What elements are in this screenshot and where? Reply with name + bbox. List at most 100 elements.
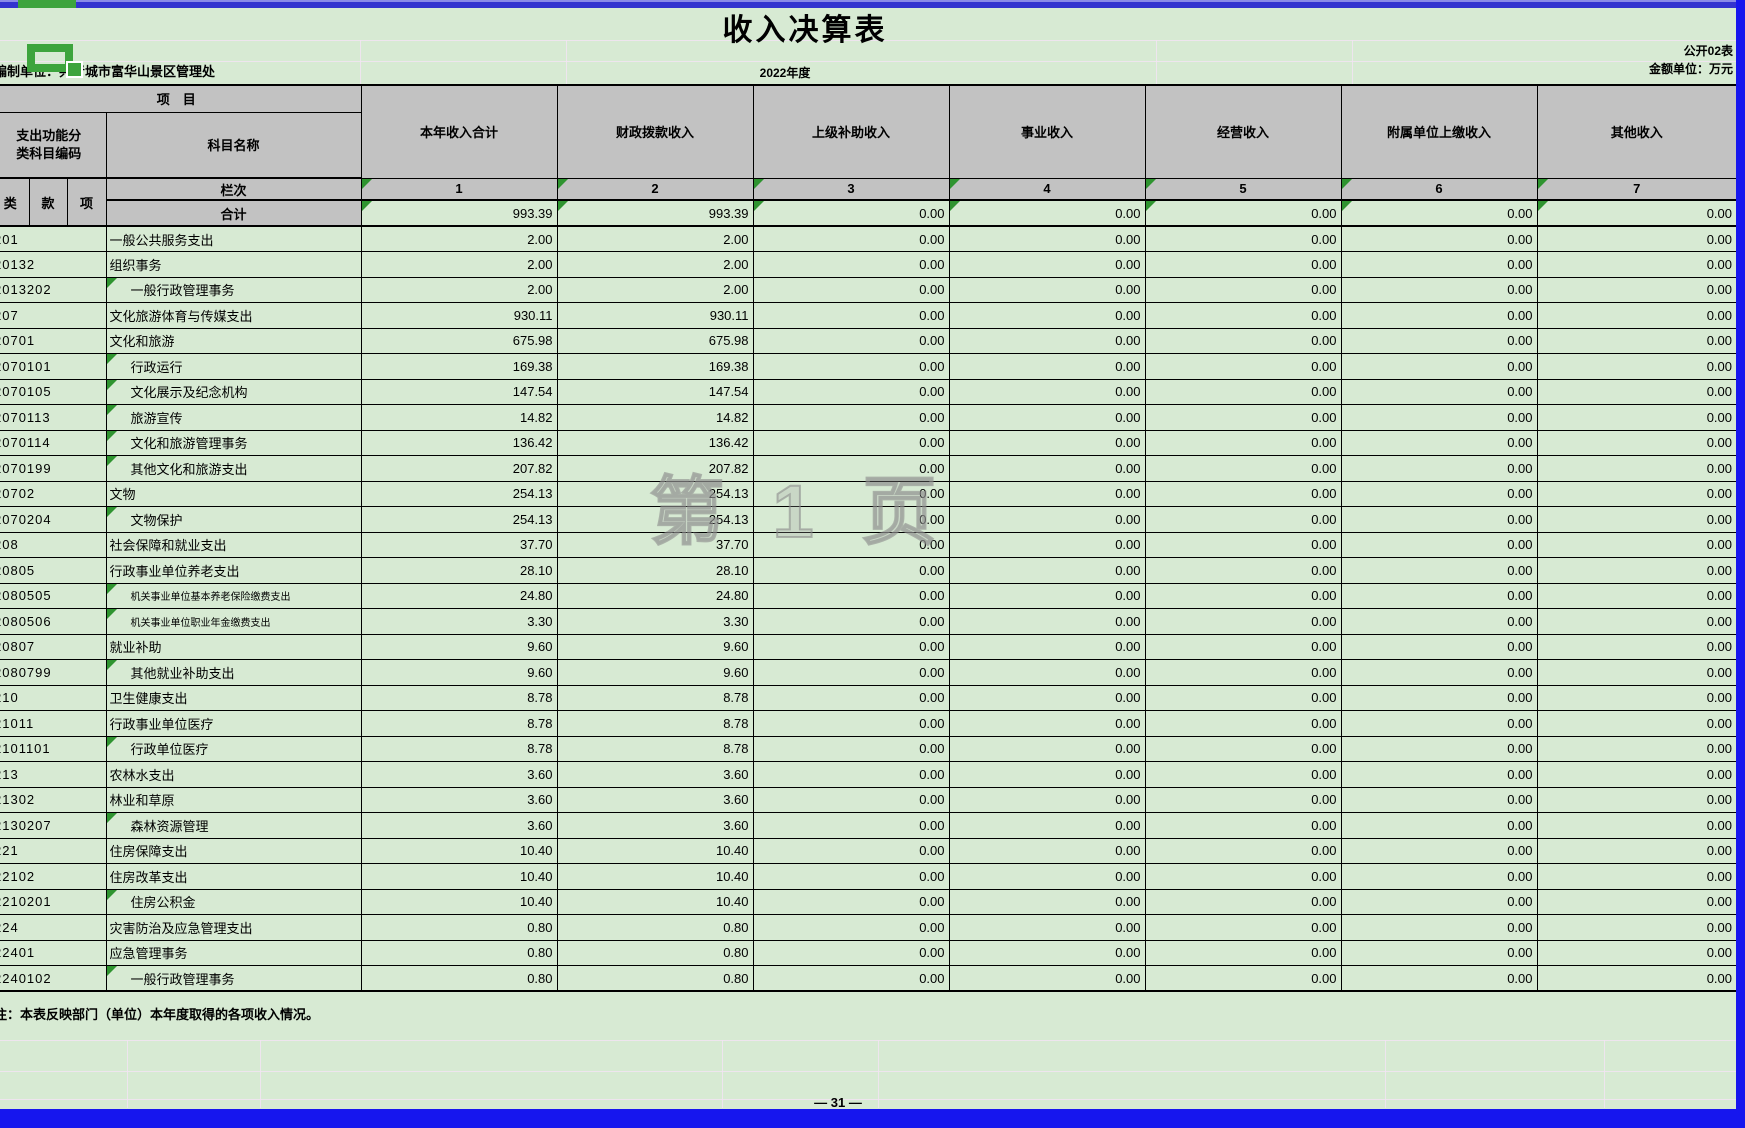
value-cell[interactable]: 675.98 bbox=[360, 327, 558, 354]
value-cell[interactable]: 0.00 bbox=[1536, 480, 1738, 507]
value-cell[interactable]: 0.00 bbox=[752, 302, 950, 329]
value-cell[interactable]: 0.00 bbox=[1340, 378, 1538, 405]
value-cell[interactable]: 0.00 bbox=[1340, 225, 1538, 252]
column-number-cell[interactable]: 3 bbox=[752, 177, 950, 201]
value-cell[interactable]: 24.80 bbox=[556, 582, 754, 609]
value-cell[interactable]: 0.00 bbox=[752, 684, 950, 711]
value-cell[interactable]: 0.00 bbox=[1536, 888, 1738, 915]
name-cell[interactable]: 机关事业单位职业年金缴费支出 bbox=[105, 608, 362, 635]
value-cell[interactable]: 2.00 bbox=[556, 276, 754, 303]
header-code-label[interactable]: 支出功能分类科目编码 bbox=[0, 111, 107, 179]
value-cell[interactable]: 0.00 bbox=[752, 429, 950, 456]
code-cell[interactable]: 2070199 bbox=[0, 455, 107, 482]
value-cell[interactable]: 14.82 bbox=[556, 404, 754, 431]
value-cell[interactable]: 0.00 bbox=[752, 710, 950, 737]
code-cell[interactable]: 2080506 bbox=[0, 608, 107, 635]
value-cell[interactable]: 0.00 bbox=[1144, 582, 1342, 609]
name-cell[interactable]: 旅游宣传 bbox=[105, 404, 362, 431]
value-cell[interactable]: 0.00 bbox=[1144, 276, 1342, 303]
code-cell[interactable]: 2070204 bbox=[0, 506, 107, 533]
total-value-cell[interactable]: 0.00 bbox=[1536, 199, 1738, 227]
value-cell[interactable]: 0.00 bbox=[1144, 327, 1342, 354]
value-cell[interactable]: 0.00 bbox=[1144, 633, 1342, 660]
value-cell[interactable]: 0.00 bbox=[1340, 710, 1538, 737]
column-number-cell[interactable]: 7 bbox=[1536, 177, 1738, 201]
value-cell[interactable]: 0.00 bbox=[1536, 327, 1738, 354]
value-cell[interactable]: 2.00 bbox=[360, 276, 558, 303]
value-cell[interactable]: 0.00 bbox=[1536, 812, 1738, 839]
value-cell[interactable]: 0.00 bbox=[1536, 914, 1738, 941]
code-cell[interactable]: 20702 bbox=[0, 480, 107, 507]
value-cell[interactable]: 0.00 bbox=[1340, 684, 1538, 711]
value-cell[interactable]: 169.38 bbox=[360, 353, 558, 380]
total-label-cell[interactable]: 合计 bbox=[105, 199, 362, 227]
value-cell[interactable]: 0.00 bbox=[752, 557, 950, 584]
code-cell[interactable]: 20132 bbox=[0, 251, 107, 278]
value-cell[interactable]: 37.70 bbox=[556, 531, 754, 558]
value-cell[interactable]: 0.00 bbox=[1340, 863, 1538, 890]
value-cell[interactable]: 28.10 bbox=[556, 557, 754, 584]
value-cell[interactable]: 0.00 bbox=[948, 251, 1146, 278]
value-cell[interactable]: 0.00 bbox=[752, 480, 950, 507]
value-cell[interactable]: 0.00 bbox=[948, 710, 1146, 737]
value-cell[interactable]: 0.00 bbox=[948, 684, 1146, 711]
value-cell[interactable]: 3.60 bbox=[360, 786, 558, 813]
name-cell[interactable]: 行政事业单位医疗 bbox=[105, 710, 362, 737]
value-cell[interactable]: 8.78 bbox=[360, 684, 558, 711]
value-cell[interactable]: 0.00 bbox=[1340, 251, 1538, 278]
value-cell[interactable]: 0.00 bbox=[948, 863, 1146, 890]
value-cell[interactable]: 0.00 bbox=[1340, 531, 1538, 558]
value-cell[interactable]: 169.38 bbox=[556, 353, 754, 380]
header-item-group[interactable]: 项 目 bbox=[0, 84, 362, 113]
code-cell[interactable]: 2080799 bbox=[0, 659, 107, 686]
value-cell[interactable]: 0.00 bbox=[1340, 429, 1538, 456]
value-cell[interactable]: 0.00 bbox=[1340, 404, 1538, 431]
name-cell[interactable]: 文物 bbox=[105, 480, 362, 507]
value-cell[interactable]: 0.00 bbox=[752, 327, 950, 354]
total-value-cell[interactable]: 0.00 bbox=[948, 199, 1146, 227]
value-cell[interactable]: 0.80 bbox=[360, 914, 558, 941]
value-cell[interactable]: 0.00 bbox=[752, 276, 950, 303]
header-lanci[interactable]: 栏次 bbox=[105, 177, 362, 201]
code-cell[interactable]: 20807 bbox=[0, 633, 107, 660]
value-cell[interactable]: 254.13 bbox=[360, 480, 558, 507]
value-cell[interactable]: 0.00 bbox=[1536, 684, 1738, 711]
code-cell[interactable]: 21302 bbox=[0, 786, 107, 813]
value-cell[interactable]: 0.00 bbox=[752, 531, 950, 558]
name-cell[interactable]: 灾害防治及应急管理支出 bbox=[105, 914, 362, 941]
name-cell[interactable]: 就业补助 bbox=[105, 633, 362, 660]
code-cell[interactable]: 2070114 bbox=[0, 429, 107, 456]
value-cell[interactable]: 0.00 bbox=[948, 276, 1146, 303]
value-cell[interactable]: 0.00 bbox=[1340, 480, 1538, 507]
value-cell[interactable]: 0.00 bbox=[752, 659, 950, 686]
value-cell[interactable]: 9.60 bbox=[556, 659, 754, 686]
value-cell[interactable]: 0.00 bbox=[1144, 837, 1342, 864]
name-cell[interactable]: 行政事业单位养老支出 bbox=[105, 557, 362, 584]
value-cell[interactable]: 0.00 bbox=[752, 888, 950, 915]
name-cell[interactable]: 住房保障支出 bbox=[105, 837, 362, 864]
value-cell[interactable]: 0.00 bbox=[1536, 761, 1738, 788]
header-name-label[interactable]: 科目名称 bbox=[105, 111, 362, 179]
value-cell[interactable]: 0.00 bbox=[752, 965, 950, 992]
name-cell[interactable]: 其他就业补助支出 bbox=[105, 659, 362, 686]
value-cell[interactable]: 24.80 bbox=[360, 582, 558, 609]
value-cell[interactable]: 0.00 bbox=[1536, 506, 1738, 533]
value-cell[interactable]: 0.00 bbox=[1340, 276, 1538, 303]
value-cell[interactable]: 0.00 bbox=[752, 633, 950, 660]
name-cell[interactable]: 森林资源管理 bbox=[105, 812, 362, 839]
value-cell[interactable]: 2.00 bbox=[360, 225, 558, 252]
name-cell[interactable]: 行政单位医疗 bbox=[105, 735, 362, 762]
value-cell[interactable]: 0.00 bbox=[948, 837, 1146, 864]
value-cell[interactable]: 2.00 bbox=[556, 251, 754, 278]
code-cell[interactable]: 22102 bbox=[0, 863, 107, 890]
total-value-cell[interactable]: 993.39 bbox=[556, 199, 754, 227]
value-cell[interactable]: 0.00 bbox=[1144, 684, 1342, 711]
value-cell[interactable]: 207.82 bbox=[556, 455, 754, 482]
value-cell[interactable]: 0.00 bbox=[1536, 455, 1738, 482]
name-cell[interactable]: 一般行政管理事务 bbox=[105, 276, 362, 303]
value-cell[interactable]: 8.78 bbox=[360, 735, 558, 762]
column-number-cell[interactable]: 2 bbox=[556, 177, 754, 201]
column-header-cell[interactable]: 财政拨款收入 bbox=[556, 84, 754, 179]
value-cell[interactable]: 0.00 bbox=[1536, 965, 1738, 992]
code-cell[interactable]: 208 bbox=[0, 531, 107, 558]
